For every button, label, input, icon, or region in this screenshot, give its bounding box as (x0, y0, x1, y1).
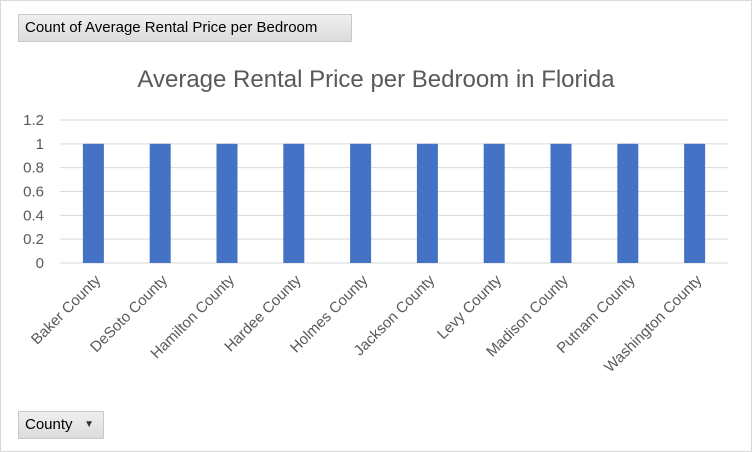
axis-field-label: County (25, 416, 73, 433)
y-tick-label: 0 (36, 255, 44, 272)
bar[interactable] (283, 143, 305, 263)
bar[interactable] (149, 143, 171, 263)
bar[interactable] (617, 143, 639, 263)
bar[interactable] (483, 143, 505, 263)
value-field-label: Count of Average Rental Price per Bedroo… (25, 19, 318, 36)
bar[interactable] (350, 143, 372, 263)
y-tick-label: 1 (36, 136, 44, 153)
x-tick-label: Levy County (434, 271, 505, 342)
bar[interactable] (550, 143, 572, 263)
bar[interactable] (684, 143, 706, 263)
y-tick-label: 1.2 (23, 112, 44, 129)
y-tick-label: 0.8 (23, 160, 44, 177)
bar[interactable] (82, 143, 104, 263)
county-filter-button[interactable]: County ▼ (18, 411, 104, 439)
bar[interactable] (416, 143, 438, 263)
value-field-button[interactable]: Count of Average Rental Price per Bedroo… (18, 14, 352, 42)
chart-title: Average Rental Price per Bedroom in Flor… (137, 66, 615, 93)
dropdown-arrow-icon[interactable]: ▼ (84, 419, 94, 430)
bar[interactable] (216, 143, 238, 263)
y-tick-label: 0.4 (23, 207, 44, 224)
y-tick-label: 0.6 (23, 184, 44, 201)
y-tick-label: 0.2 (23, 231, 44, 248)
